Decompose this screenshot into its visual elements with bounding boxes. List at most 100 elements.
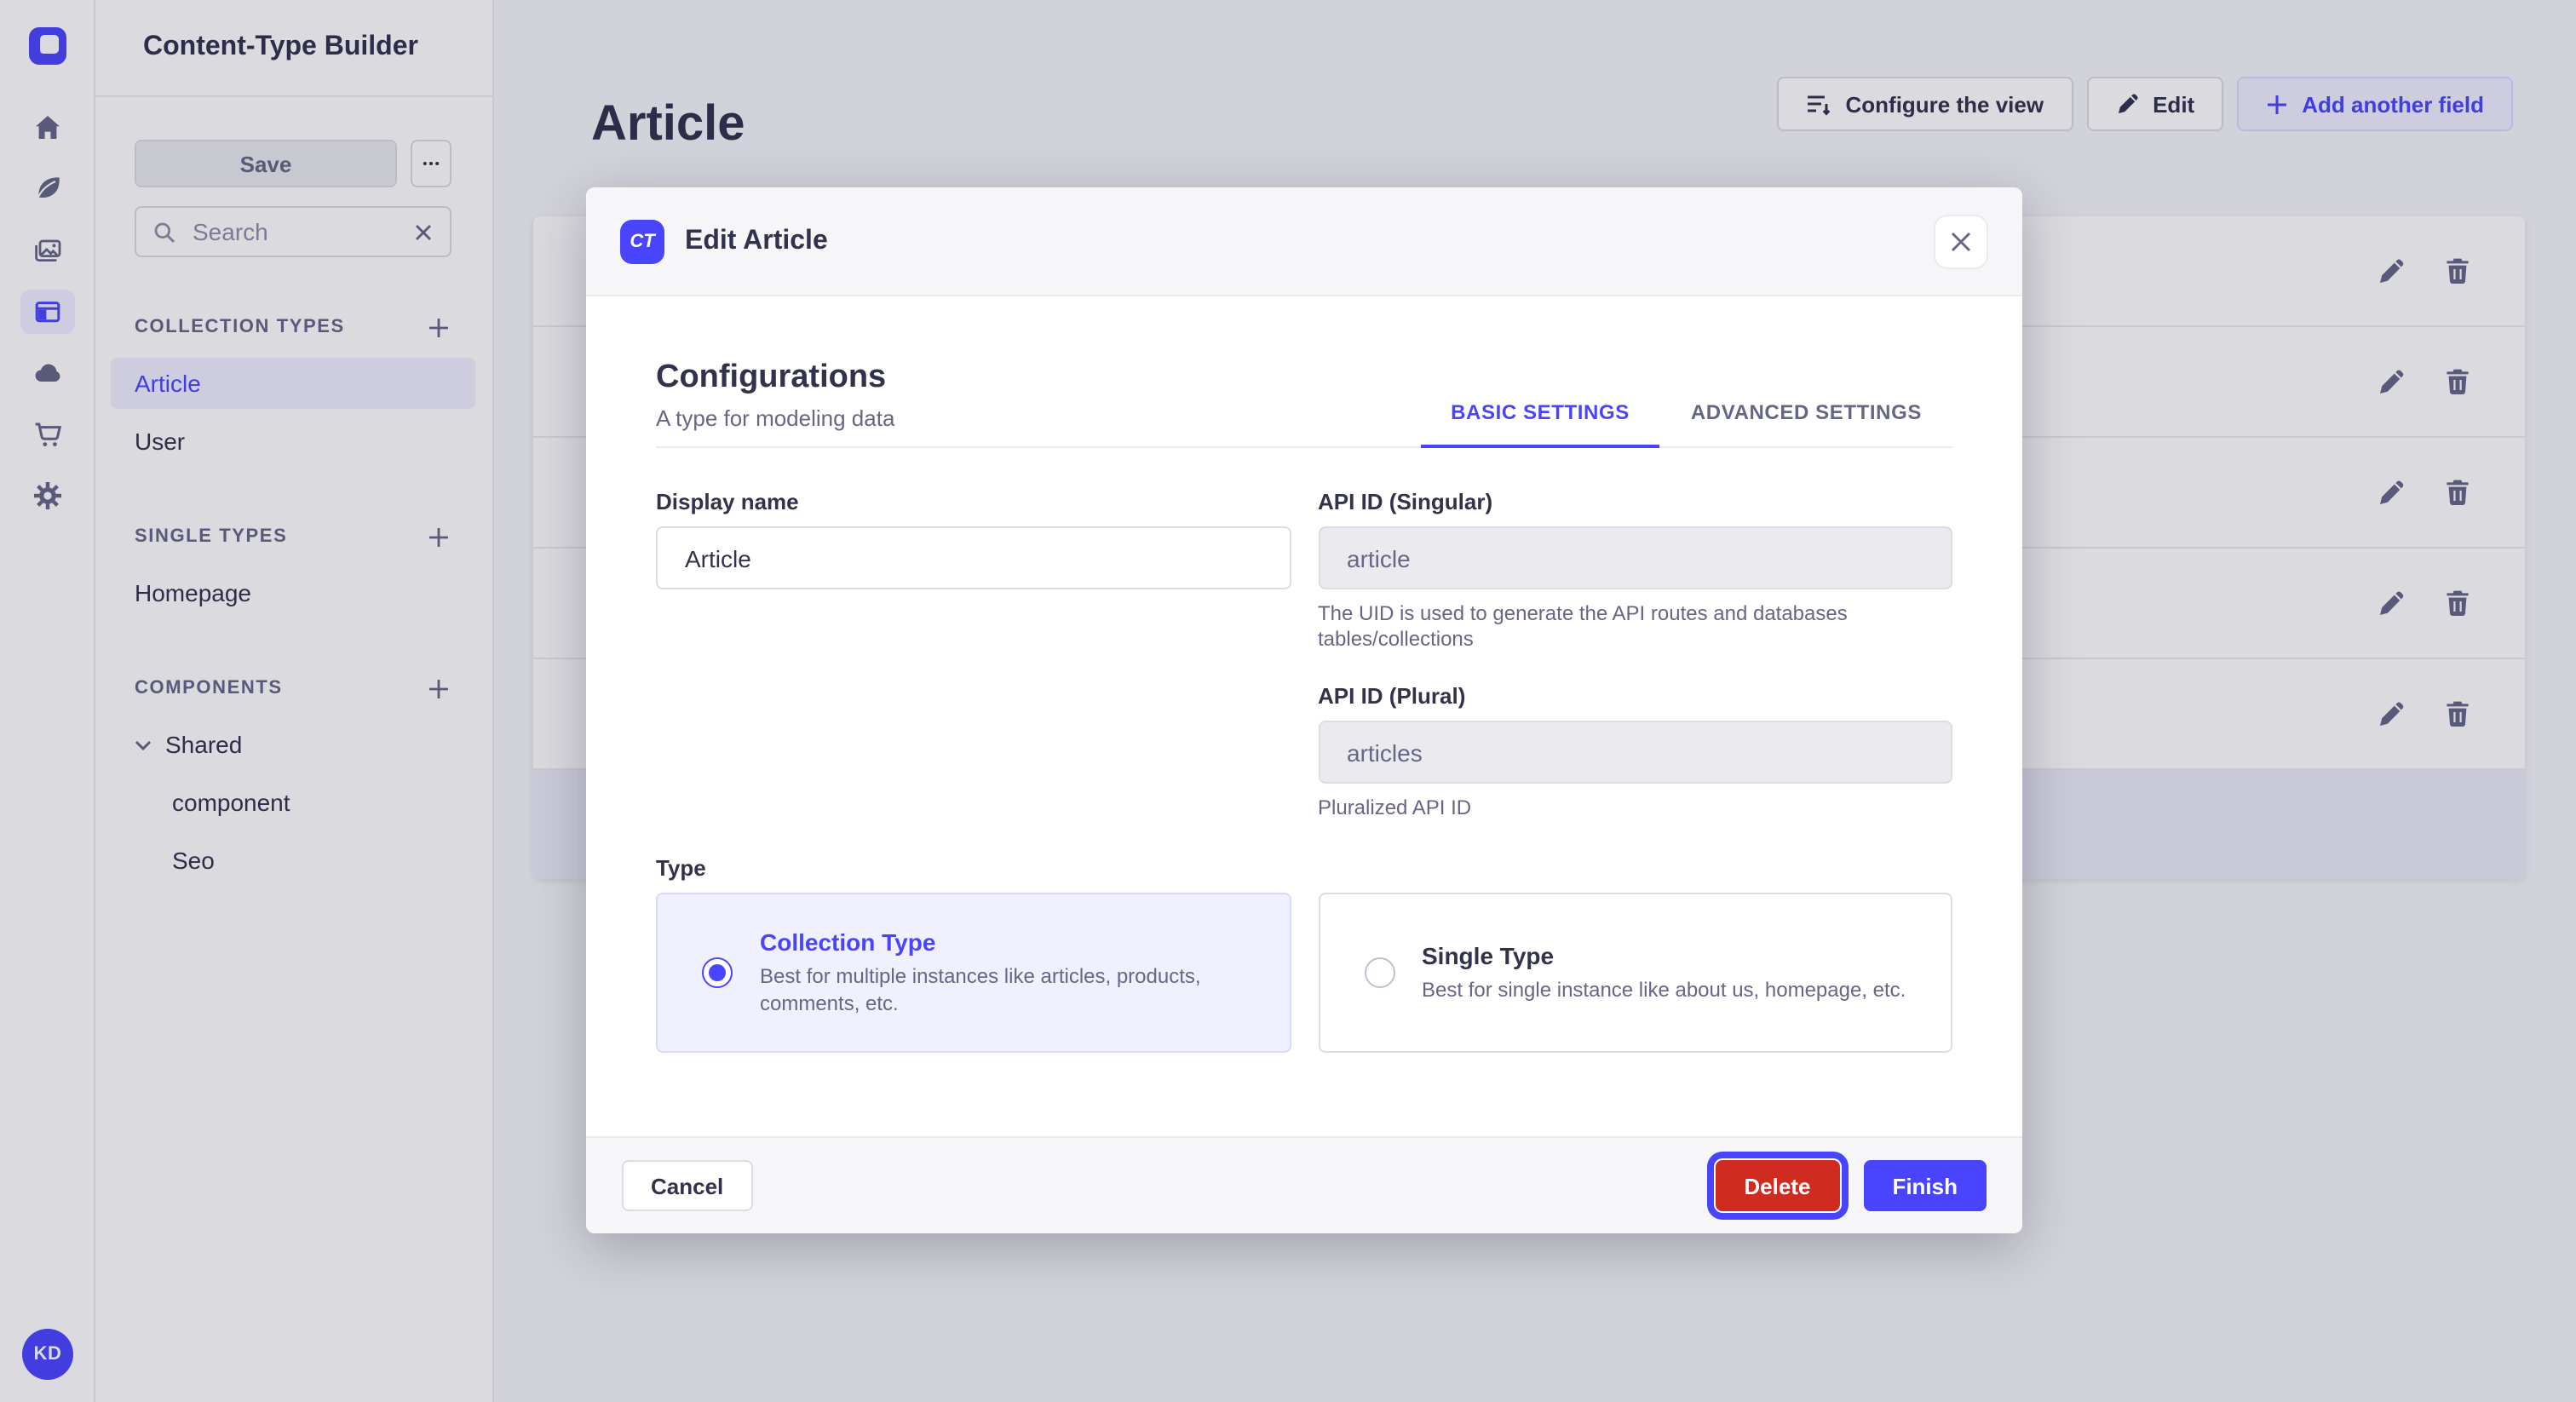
single-type-title: Single Type	[1422, 942, 1555, 969]
section-label: COMPONENTS	[135, 678, 283, 698]
content-type-badge: CT	[620, 219, 664, 263]
settings-tabs: BASIC SETTINGS ADVANCED SETTINGS	[1420, 400, 1952, 448]
radio-selected-icon	[702, 957, 733, 988]
sidebar-item-seo[interactable]: Seo	[111, 835, 475, 886]
tab-basic-settings[interactable]: BASIC SETTINGS	[1420, 400, 1660, 448]
api-id-plural-label: API ID (Plural)	[1318, 683, 1466, 709]
clear-search-icon[interactable]	[414, 222, 433, 241]
section-label: COLLECTION TYPES	[135, 317, 345, 337]
strapi-logo-icon	[39, 35, 58, 54]
home-icon[interactable]	[20, 106, 74, 150]
edit-article-modal: CT Edit Article Configurations A type fo…	[586, 187, 2022, 1233]
edit-field-icon[interactable]	[2373, 475, 2407, 509]
item-label: Shared	[165, 731, 243, 758]
type-label: Type	[656, 855, 706, 881]
configure-view-button[interactable]: Configure the view	[1777, 77, 2073, 131]
content-type-builder-icon[interactable]	[20, 290, 74, 334]
configure-icon	[1808, 95, 1831, 116]
components-header: COMPONENTS	[135, 675, 451, 702]
sidebar-item-article[interactable]: Article	[111, 358, 475, 409]
rail-icons	[20, 106, 74, 535]
search-icon	[154, 221, 175, 242]
modal-title: Edit Article	[685, 226, 828, 255]
finish-button[interactable]: Finish	[1863, 1160, 1987, 1211]
configurations-subheading: A type for modeling data	[656, 405, 895, 431]
more-options-button[interactable]	[411, 140, 451, 187]
display-name-input[interactable]	[656, 526, 1291, 589]
pencil-icon	[2118, 94, 2137, 113]
delete-field-icon[interactable]	[2440, 475, 2474, 509]
delete-button[interactable]: Delete	[1715, 1160, 1840, 1211]
single-type-option[interactable]: Single Type Best for single instance lik…	[1318, 893, 1952, 1053]
api-id-column: API ID (Singular) The UID is used to gen…	[1318, 489, 1952, 821]
page-title: Article	[591, 97, 745, 152]
api-id-plural-input	[1318, 721, 1952, 784]
edit-field-icon[interactable]	[2373, 254, 2407, 288]
single-type-description: Best for single instance like about us, …	[1422, 978, 1906, 1002]
collection-type-title: Collection Type	[760, 928, 936, 956]
nav-rail: KD	[0, 0, 95, 1402]
display-name-field: Display name	[656, 489, 1291, 821]
cart-icon[interactable]	[20, 412, 74, 457]
edit-field-icon[interactable]	[2373, 697, 2407, 731]
item-label: Article	[135, 370, 201, 397]
item-label: User	[135, 428, 186, 455]
cloud-icon[interactable]	[20, 351, 74, 395]
delete-field-icon[interactable]	[2440, 365, 2474, 399]
configurations-heading: Configurations	[656, 359, 887, 395]
edit-field-icon[interactable]	[2373, 365, 2407, 399]
api-id-plural-hint: Pluralized API ID	[1318, 796, 1472, 819]
add-single-type-icon[interactable]	[424, 523, 451, 550]
modal-header: CT Edit Article	[586, 187, 2022, 296]
tab-advanced-settings[interactable]: ADVANCED SETTINGS	[1690, 400, 1922, 424]
single-types-header: SINGLE TYPES	[135, 523, 451, 550]
radio-unselected-icon	[1364, 957, 1394, 988]
configure-label: Configure the view	[1845, 91, 2044, 117]
edit-label: Edit	[2153, 91, 2195, 117]
section-label: SINGLE TYPES	[135, 526, 288, 547]
avatar[interactable]: KD	[22, 1329, 73, 1380]
search-input[interactable]	[189, 216, 400, 247]
cancel-button[interactable]: Cancel	[622, 1160, 753, 1211]
toolbar: Configure the view Edit Add another fiel…	[1777, 77, 2513, 131]
edit-button[interactable]: Edit	[2086, 77, 2224, 131]
sidebar-title: Content-Type Builder	[95, 0, 492, 97]
delete-field-icon[interactable]	[2440, 697, 2474, 731]
plus-icon	[2268, 95, 2287, 113]
add-field-label: Add another field	[2302, 91, 2484, 117]
close-modal-button[interactable]	[1934, 214, 1988, 268]
sidebar-item-homepage[interactable]: Homepage	[111, 567, 475, 618]
collection-types-header: COLLECTION TYPES	[135, 313, 451, 341]
sidebar-item-component[interactable]: component	[111, 777, 475, 828]
close-icon	[1951, 231, 1971, 251]
edit-field-icon[interactable]	[2373, 586, 2407, 620]
item-label: Homepage	[135, 579, 251, 606]
item-label: Seo	[172, 847, 215, 874]
api-id-singular-input	[1318, 526, 1952, 589]
collection-type-description: Best for multiple instances like article…	[760, 964, 1201, 1015]
feather-icon[interactable]	[20, 167, 74, 211]
gear-icon[interactable]	[20, 474, 74, 518]
add-collection-type-icon[interactable]	[424, 313, 451, 341]
sidebar-item-user[interactable]: User	[111, 416, 475, 467]
sidebar: Content-Type Builder Save COLLECTION TYP…	[95, 0, 494, 1402]
chevron-down-icon	[135, 738, 152, 750]
media-library-icon[interactable]	[20, 228, 74, 273]
strapi-logo[interactable]	[28, 27, 66, 65]
display-name-label: Display name	[656, 489, 799, 514]
search-box[interactable]	[135, 206, 451, 257]
ellipsis-icon	[423, 162, 440, 165]
modal-footer: Cancel Delete Finish	[586, 1136, 2022, 1233]
item-label: component	[172, 789, 290, 816]
delete-field-icon[interactable]	[2440, 254, 2474, 288]
sidebar-group-shared[interactable]: Shared	[111, 719, 475, 770]
add-another-field-button[interactable]: Add another field	[2237, 77, 2513, 131]
configurations-header: Configurations A type for modeling data …	[656, 359, 1952, 448]
modal-body: Configurations A type for modeling data …	[586, 296, 2022, 1053]
add-component-icon[interactable]	[424, 675, 451, 702]
delete-field-icon[interactable]	[2440, 586, 2474, 620]
api-id-singular-hint: The UID is used to generate the API rout…	[1318, 601, 1848, 651]
save-button[interactable]: Save	[135, 140, 397, 187]
collection-type-option[interactable]: Collection Type Best for multiple instan…	[656, 893, 1291, 1053]
api-id-singular-label: API ID (Singular)	[1318, 489, 1493, 514]
